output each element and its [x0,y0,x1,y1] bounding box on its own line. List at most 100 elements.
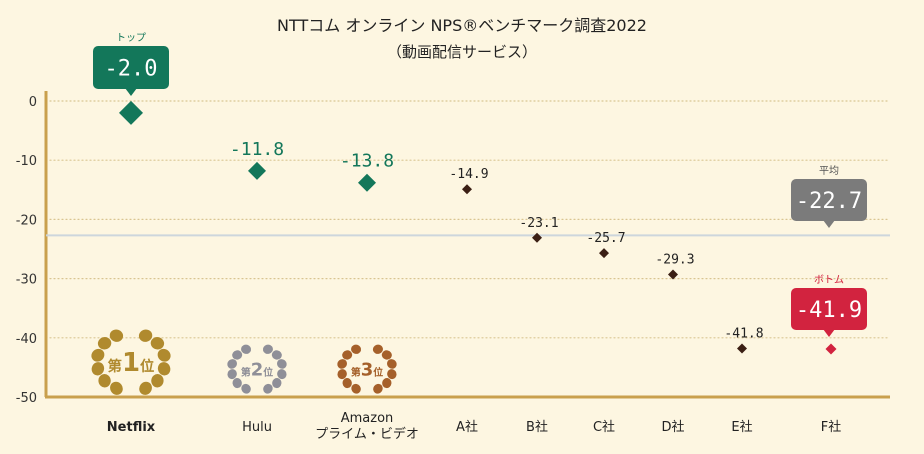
laurel-leaf [351,344,362,354]
laurel-leaf [373,383,383,394]
award-suffix: 位 [140,357,154,375]
data-point [358,173,376,192]
laurel-leaf [351,383,361,394]
x-category-line: B社 [526,419,548,435]
x-category-label: E社 [731,419,752,435]
y-tick-label: -50 [16,391,37,406]
award-number: 1 [122,348,140,378]
laurel-leaf [227,359,238,369]
laurel-leaf [262,344,273,354]
data-point [599,248,609,259]
award-prefix: 第 [108,357,122,375]
top-callout-label: トップ [116,32,146,44]
x-category-line: E社 [731,419,752,435]
data-point [462,184,472,195]
x-category-label: Netflix [107,420,156,435]
laurel-leaf [387,369,397,380]
x-category-label: Hulu [242,420,272,435]
x-category-line: C社 [593,419,615,435]
x-category-line: D社 [661,419,684,435]
award-number: 2 [251,359,264,380]
top-callout-value: -2.0 [105,57,158,82]
laurel-leaf [276,359,287,369]
x-category-label: B社 [526,419,548,435]
award-prefix: 第 [351,365,361,378]
x-category-label: Amazon プライム・ビデオ [315,411,419,442]
bottom-callout: -41.9 ボトム [791,274,867,337]
laurel-leaf [272,378,282,389]
chart-subtitle: （動画配信サービス） [387,43,537,61]
laurel-leaf [157,348,171,362]
y-tick-label: 0 [29,95,37,110]
award-rank-text: 第1位 [108,348,155,378]
laurel-leaf [337,369,347,380]
x-category-line: Netflix [107,420,156,435]
data-label: -11.8 [230,139,284,160]
x-category-label: F社 [821,419,841,435]
laurel-leaf [110,381,123,395]
x-category-line: Amazon [341,411,394,426]
data-label: -23.1 [519,216,558,231]
data-label: -14.9 [449,167,488,182]
laurel-leaf [91,348,105,362]
award-rank-text: 第2位 [241,359,273,380]
award-suffix: 位 [263,365,273,378]
top-callout-box [93,46,169,89]
laurel-leaf [263,383,273,394]
award-suffix: 位 [373,365,383,378]
data-point [119,100,143,125]
laurel-leaf [157,362,171,376]
award-prefix: 第 [241,365,251,378]
y-tick-label: -30 [16,273,37,288]
data-point [248,161,266,180]
laurel-leaf [271,350,282,360]
laurel-leaf [337,359,348,369]
x-category-line: Hulu [242,420,272,435]
average-callout-label: 平均 [819,165,839,177]
data-point [532,232,542,243]
top-callout-pointer [125,88,137,96]
laurel-leaf [91,362,105,376]
y-tick-label: -10 [16,154,37,169]
laurel-leaf [109,329,124,342]
average-callout-pointer [823,220,835,228]
laurel-leaf [241,344,252,354]
data-label: -41.8 [724,326,763,341]
average-callout: -22.7 平均 [791,165,867,228]
top-callout: -2.0 トップ [93,32,169,96]
laurel-leaf [139,381,152,395]
y-tick-label: -20 [16,213,37,228]
laurel-leaf [342,378,352,389]
bottom-callout-box [791,288,867,330]
bottom-callout-value: -41.9 [796,298,862,323]
laurel-leaf [342,350,353,360]
y-tick-label: -40 [16,332,37,347]
laurel-leaf [97,337,112,350]
data-point [825,343,837,355]
award-third: 第3位 [337,344,397,394]
laurel-leaf [227,369,237,380]
award-first: 第1位 [91,329,171,395]
laurel-leaf [232,378,242,389]
laurel-leaf [232,350,243,360]
laurel-leaf [151,374,164,388]
data-label: -13.8 [340,151,394,172]
data-point [668,269,678,280]
laurel-leaf [372,344,383,354]
laurel-leaf [98,374,111,388]
data-point [737,343,747,354]
award-rank-text: 第3位 [351,359,383,380]
x-category-line: プライム・ビデオ [315,426,419,442]
laurel-leaf [386,359,397,369]
data-label: -29.3 [655,252,694,267]
chart-title: NTTコム オンライン NPS®ベンチマーク調査2022 [277,16,647,35]
laurel-leaf [381,350,392,360]
laurel-leaf [241,383,251,394]
award-number: 3 [361,359,374,380]
x-category-label: D社 [661,419,684,435]
bottom-callout-pointer [823,329,835,337]
x-category-line: A社 [456,419,478,435]
average-callout-value: -22.7 [796,189,862,214]
award-second: 第2位 [227,344,287,394]
